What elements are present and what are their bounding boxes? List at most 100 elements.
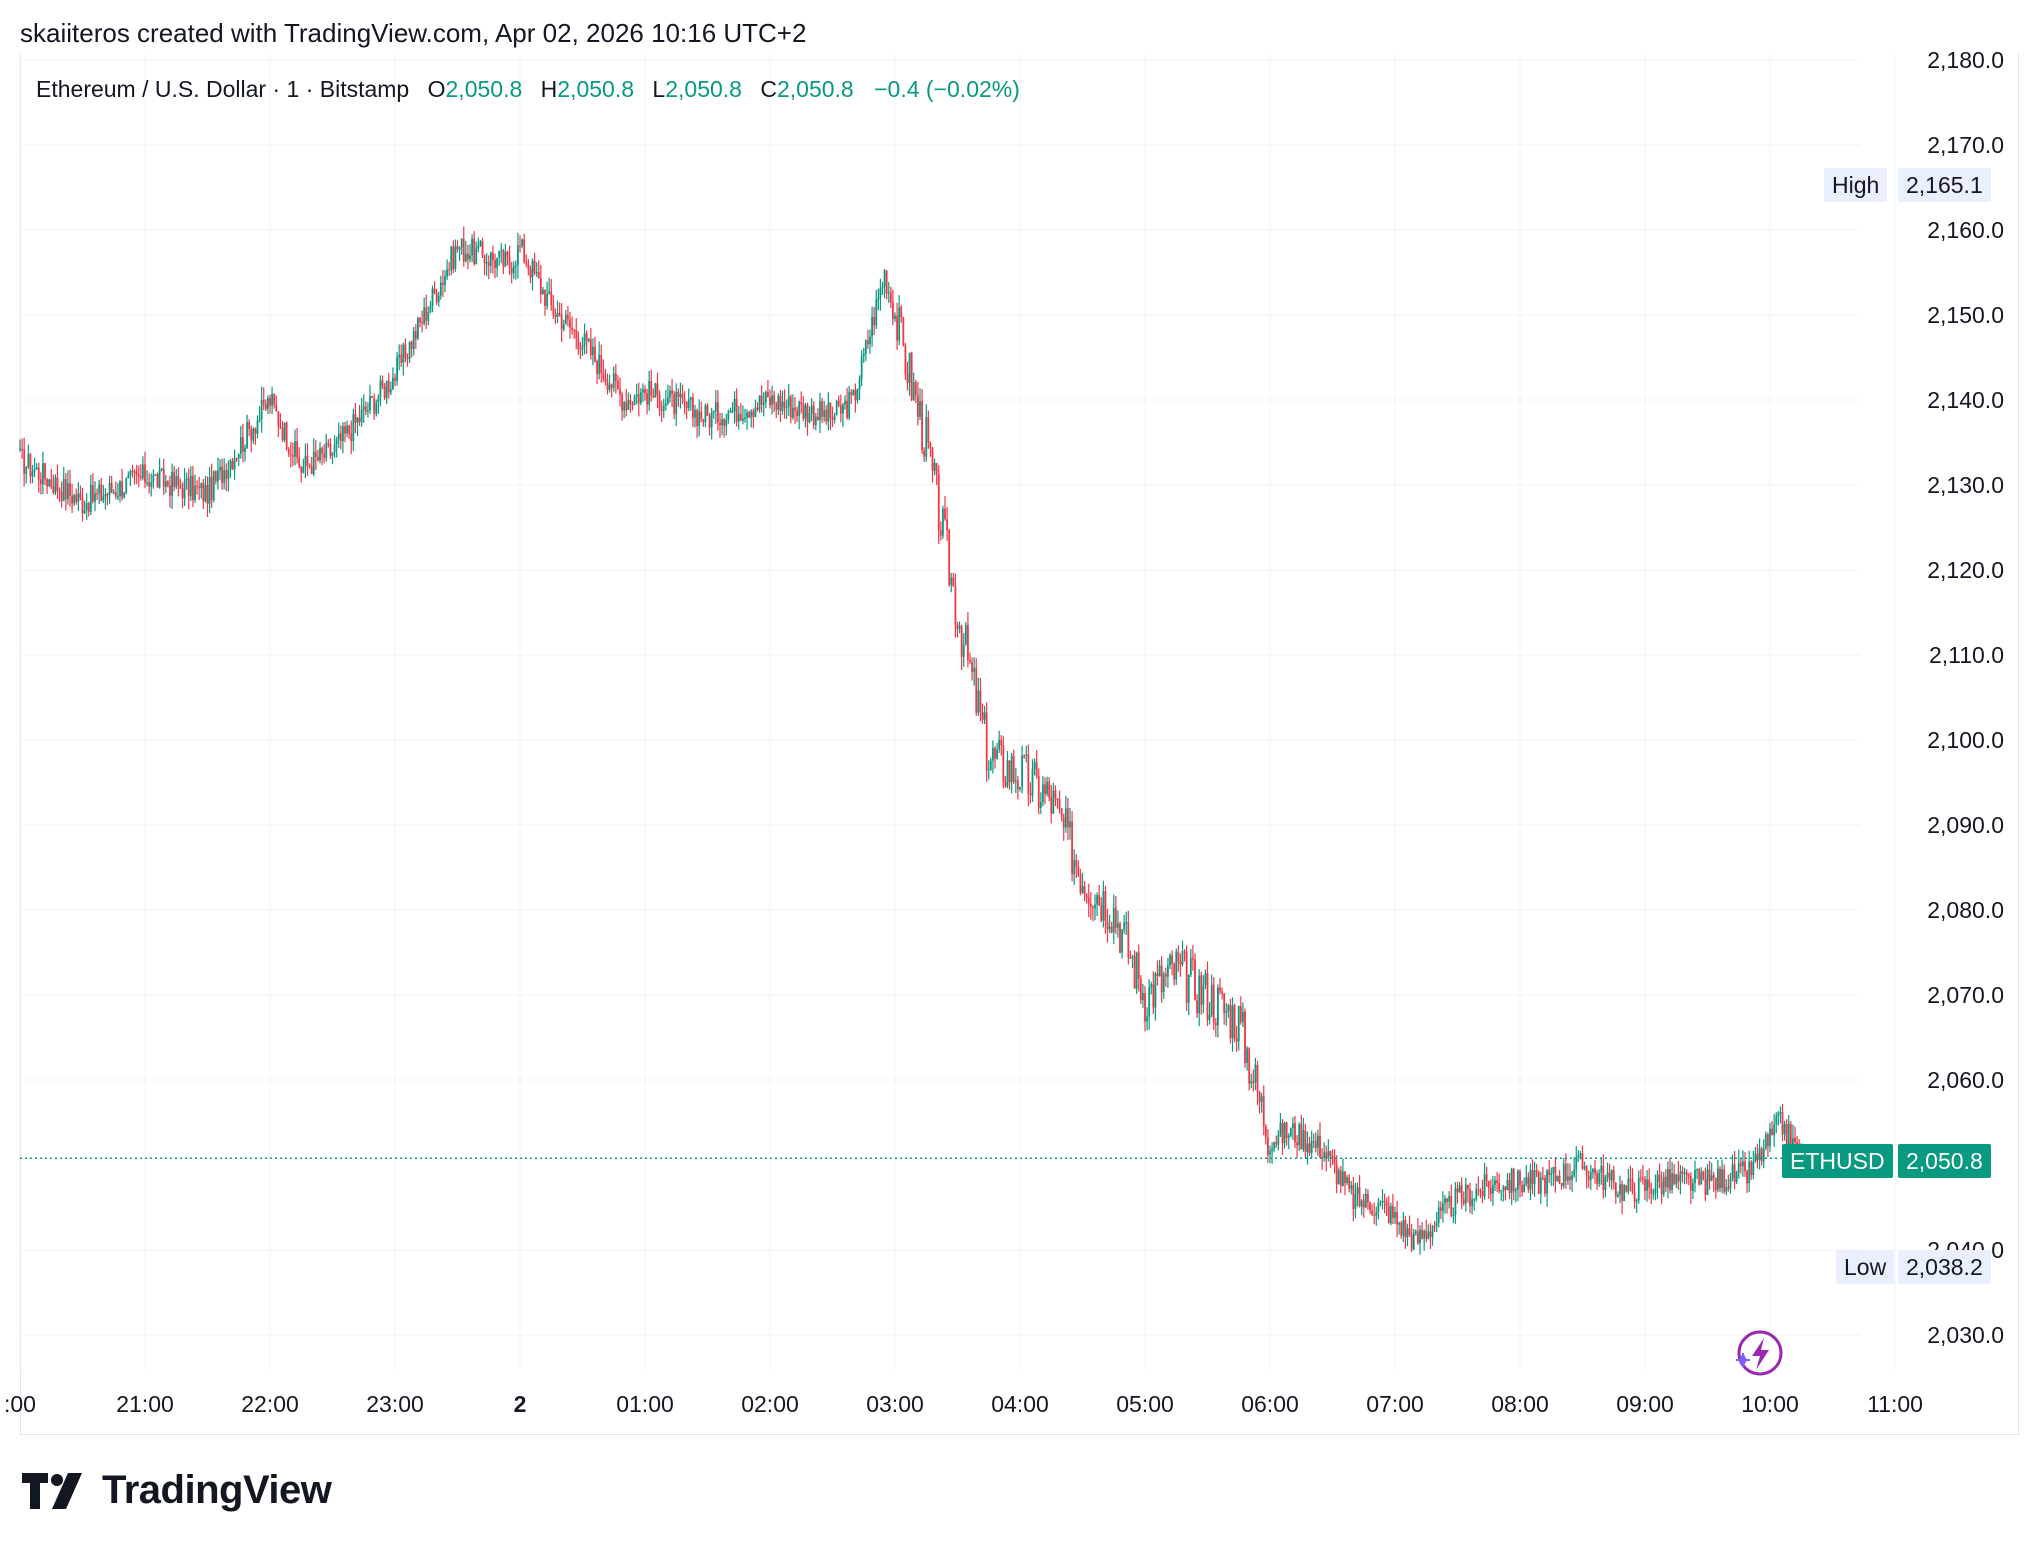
candle-body — [1677, 1174, 1680, 1182]
candle-body — [346, 425, 348, 434]
candle-body — [1504, 1186, 1507, 1190]
candle-body — [435, 293, 438, 303]
price-tick-label: 2,060.0 — [1927, 1067, 2004, 1093]
candle-body — [1560, 1183, 1563, 1186]
candle-body — [137, 474, 140, 477]
candle-body — [623, 402, 626, 411]
candle-body — [98, 484, 101, 494]
candle-body — [289, 453, 292, 456]
candle-body — [654, 383, 657, 398]
candle-body — [464, 253, 467, 262]
candle-body — [848, 392, 851, 418]
candle-body — [1271, 1148, 1273, 1152]
candle-body — [1042, 784, 1044, 803]
candle-body — [1217, 987, 1219, 1026]
candle-body — [175, 476, 178, 487]
candle-body — [448, 269, 451, 271]
candle-body — [135, 472, 138, 475]
candle-body — [727, 412, 730, 420]
candle-body — [758, 395, 761, 410]
candle-body — [156, 474, 159, 488]
candle-body — [685, 402, 688, 408]
candle-body — [1114, 907, 1117, 928]
candle-body — [1192, 958, 1194, 960]
candle-body — [1435, 1222, 1438, 1227]
candle-body — [1054, 790, 1057, 799]
brand-name: TradingView — [102, 1468, 332, 1512]
candle-body — [967, 624, 969, 660]
candle-body — [1531, 1170, 1534, 1184]
candle-body — [579, 348, 582, 350]
candle-body — [944, 508, 946, 520]
tradingview-brand[interactable]: TradingView — [22, 1468, 332, 1513]
candle-body — [710, 412, 713, 428]
candle-body — [1662, 1176, 1665, 1195]
candle-body — [1602, 1165, 1605, 1191]
candle-body — [750, 411, 753, 418]
time-tick-label: 2 — [514, 1391, 527, 1417]
candle-body — [1331, 1155, 1334, 1159]
candle-body — [1679, 1171, 1682, 1182]
candle-body — [42, 463, 44, 484]
candle-body — [960, 626, 963, 657]
candle-body — [1302, 1130, 1305, 1150]
candle-body — [281, 427, 284, 441]
time-axis: :00 21:00 22:00 23:00 2 01:00 02:00 03:00 04:00 0… — [4, 1391, 1923, 1417]
candle-body — [406, 357, 409, 359]
candle-body — [1631, 1180, 1634, 1193]
candle-body — [50, 479, 53, 487]
candle-body — [729, 411, 732, 413]
candle-body — [437, 295, 440, 303]
candle-body — [1062, 817, 1065, 828]
time-tick-label: 05:00 — [1116, 1391, 1174, 1417]
candle-body — [1179, 961, 1182, 965]
candle-body — [1646, 1179, 1648, 1191]
candle-body — [831, 417, 834, 420]
candle-body — [1619, 1184, 1621, 1195]
candle-body — [246, 422, 248, 448]
low-tag-label: Low — [1836, 1250, 1895, 1284]
price-tick-label: 2,160.0 — [1927, 217, 2004, 243]
candle-body — [756, 407, 759, 410]
candle-body — [919, 401, 921, 417]
candle-body — [1237, 1005, 1240, 1042]
candle-body — [1794, 1137, 1796, 1142]
candle-body — [850, 392, 853, 395]
candle-body — [1121, 929, 1123, 953]
candle-body — [629, 400, 632, 405]
candle-body — [914, 382, 917, 396]
candle-body — [1742, 1161, 1744, 1167]
candle-body — [1479, 1190, 1482, 1192]
high-tag-label: High — [1824, 168, 1888, 202]
candle-body — [871, 316, 873, 337]
candle-body — [477, 245, 480, 249]
candle-body — [1300, 1124, 1303, 1150]
candle-body — [1231, 1005, 1234, 1039]
candle-body — [1450, 1195, 1453, 1216]
candle-body — [946, 519, 948, 531]
candle-body — [1777, 1112, 1780, 1117]
candle-body — [567, 314, 569, 320]
price-axis: 2,180.0 2,170.0 2,160.0 2,150.0 2,140.0 2,130… — [1927, 47, 2004, 1348]
time-tick-label: 23:00 — [366, 1391, 424, 1417]
candle-body — [1414, 1231, 1417, 1234]
candle-body — [262, 399, 265, 404]
candle-body — [1264, 1126, 1267, 1138]
candle-body — [1610, 1169, 1613, 1181]
candle-body — [1537, 1172, 1540, 1194]
candle-body — [889, 292, 892, 303]
candle-body — [1419, 1229, 1421, 1244]
candle-body — [1685, 1172, 1688, 1176]
candle-body — [1246, 1048, 1248, 1064]
candle-body — [1131, 956, 1134, 958]
candle-body — [1275, 1141, 1278, 1145]
candle-body — [300, 466, 303, 473]
price-tick-label: 2,130.0 — [1927, 472, 2004, 498]
candle-body — [867, 340, 869, 345]
candle-body — [614, 373, 617, 381]
candle-body — [1208, 1015, 1211, 1020]
candle-body — [1417, 1231, 1419, 1244]
candle-body — [462, 238, 465, 262]
candle-body — [1196, 1000, 1198, 1014]
